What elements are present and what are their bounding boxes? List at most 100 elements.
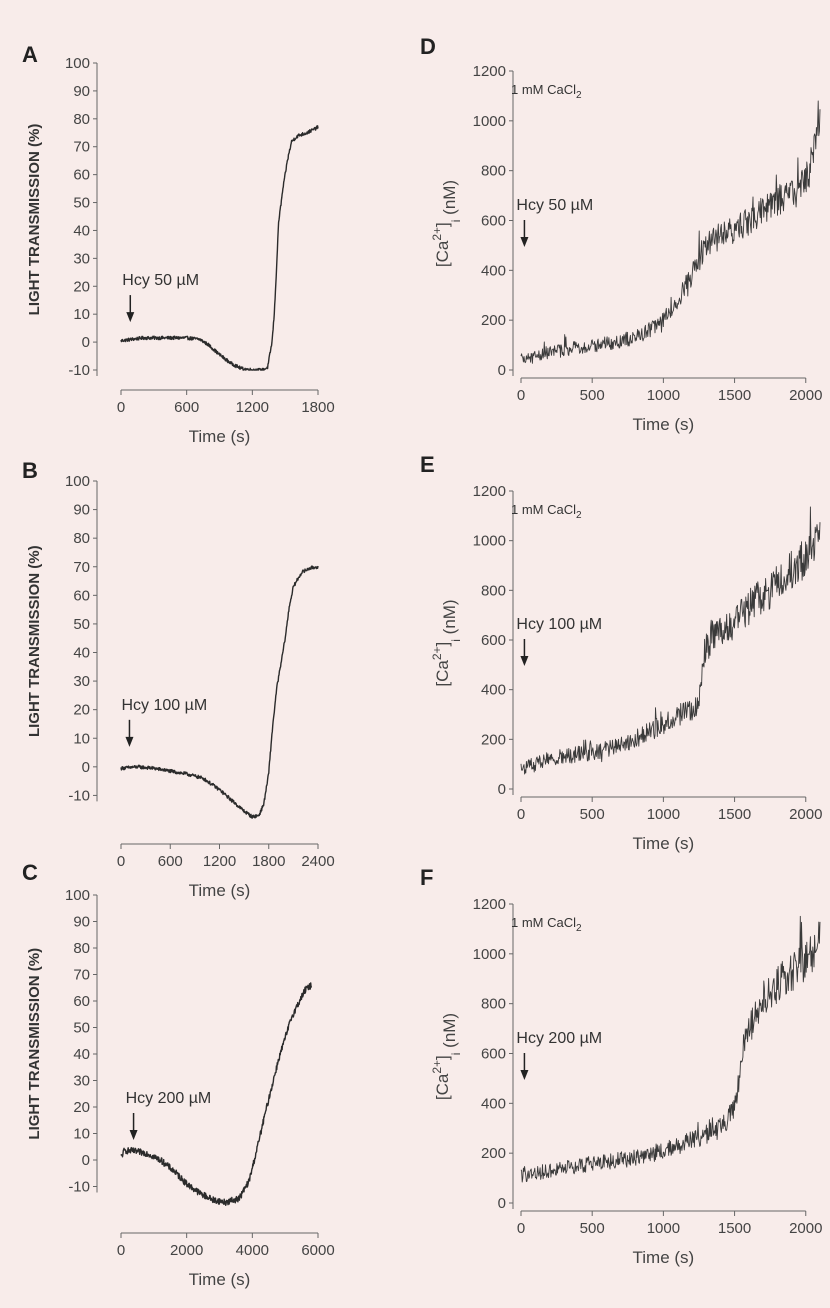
- y-tick-label: 1200: [473, 483, 506, 500]
- x-tick-label: 500: [580, 387, 605, 404]
- y-tick-label: 30: [73, 1073, 90, 1090]
- y-tick-label: 90: [73, 502, 90, 519]
- y-tick-label: 90: [73, 83, 90, 100]
- panel-letter: B: [22, 458, 38, 483]
- stimulus-arrow-icon: [129, 1130, 138, 1140]
- y-tick-label: 0: [498, 1195, 506, 1212]
- panel-letter: F: [420, 865, 433, 890]
- x-tick-label: 0: [517, 1220, 525, 1237]
- y-tick-label: 70: [73, 559, 90, 576]
- x-axis-label: Time (s): [189, 881, 251, 900]
- stimulus-label: Hcy 200 µM: [516, 1030, 602, 1047]
- x-tick-label: 1500: [718, 806, 751, 823]
- x-tick-label: 1000: [647, 806, 680, 823]
- y-axis-label: [Ca2+]i (nM): [430, 1013, 463, 1100]
- y-tick-label: 80: [73, 111, 90, 128]
- stimulus-label: Hcy 50 µM: [122, 272, 199, 289]
- calcium-label: 1 mM CaCl2: [511, 915, 582, 934]
- stimulus-arrow-icon: [126, 312, 135, 323]
- y-axis-label: LIGHT TRANSMISSION (%): [26, 545, 43, 737]
- y-axis-label: LIGHT TRANSMISSION (%): [26, 124, 43, 316]
- y-tick-label: 400: [481, 262, 506, 279]
- y-tick-label: 50: [73, 195, 90, 212]
- y-tick-label: 80: [73, 940, 90, 957]
- y-tick-label: 800: [481, 163, 506, 180]
- stimulus-arrow-icon: [520, 1070, 529, 1080]
- y-tick-label: 10: [73, 1126, 90, 1143]
- panel-f: F 0 200 400 600 800 1000 1200 0 500 1000 1500 2000 Ti…: [420, 865, 822, 1267]
- y-tick-label: 20: [73, 1099, 90, 1116]
- series-line: [120, 982, 313, 1206]
- y-tick-label: 400: [481, 682, 506, 699]
- x-tick-label: 1200: [203, 853, 236, 870]
- y-tick-label: -10: [68, 362, 90, 379]
- y-tick-label: 200: [481, 731, 506, 748]
- x-tick-label: 1800: [252, 853, 285, 870]
- y-tick-label: 1000: [473, 113, 506, 130]
- panel-c: C -10 0 10 20 30 40 50 60 70 80 90 100 0 2000 4000 6000 T…: [22, 860, 335, 1289]
- y-tick-label: 30: [73, 250, 90, 267]
- y-tick-label: 60: [73, 587, 90, 604]
- y-tick-label: 0: [82, 759, 90, 776]
- y-tick-label: 0: [82, 1152, 90, 1169]
- y-axis-label: LIGHT TRANSMISSION (%): [26, 948, 43, 1140]
- y-tick-label: 100: [65, 473, 90, 490]
- y-tick-label: 600: [481, 1046, 506, 1063]
- y-tick-label: 30: [73, 673, 90, 690]
- y-tick-label: -10: [68, 1179, 90, 1196]
- x-tick-label: 1000: [647, 387, 680, 404]
- y-tick-label: 50: [73, 616, 90, 633]
- series-line: [120, 565, 319, 819]
- y-tick-label: 20: [73, 278, 90, 295]
- y-tick-label: 200: [481, 312, 506, 329]
- x-tick-label: 1500: [718, 1220, 751, 1237]
- x-tick-label: 2000: [789, 387, 822, 404]
- y-axis-label: [Ca2+]i (nM): [430, 599, 463, 686]
- panel-letter: C: [22, 860, 38, 885]
- stimulus-arrow-icon: [125, 736, 134, 747]
- x-axis-label: Time (s): [189, 427, 251, 446]
- stimulus-label: Hcy 100 µM: [121, 697, 207, 714]
- x-tick-label: 0: [117, 853, 125, 870]
- y-tick-label: 90: [73, 914, 90, 931]
- y-tick-label: 70: [73, 139, 90, 156]
- calcium-label: 1 mM CaCl2: [511, 502, 582, 521]
- y-tick-label: 80: [73, 530, 90, 547]
- y-tick-label: 100: [65, 55, 90, 72]
- x-axis-label: Time (s): [189, 1270, 251, 1289]
- y-tick-label: 800: [481, 996, 506, 1013]
- y-tick-label: -10: [68, 787, 90, 804]
- x-tick-label: 600: [158, 853, 183, 870]
- panel-e: E 0 200 400 600 800 1000 1200 0 500 1000 1500 2000 Ti…: [420, 452, 822, 853]
- x-axis-label: Time (s): [633, 834, 695, 853]
- y-tick-label: 10: [73, 730, 90, 747]
- y-tick-label: 40: [73, 645, 90, 662]
- series-line: [520, 100, 821, 364]
- series-line: [520, 915, 821, 1183]
- stimulus-label: Hcy 50 µM: [516, 197, 593, 214]
- series-line: [120, 125, 319, 371]
- x-tick-label: 6000: [301, 1242, 334, 1259]
- panel-a: A -10 0 10 20 30 40 50 60 70 80 90 100 0 600 1200 1800 Ti…: [22, 42, 335, 446]
- y-tick-label: 100: [65, 887, 90, 904]
- x-tick-label: 2000: [789, 1220, 822, 1237]
- y-tick-label: 0: [498, 362, 506, 379]
- x-tick-label: 1000: [647, 1220, 680, 1237]
- y-tick-label: 400: [481, 1095, 506, 1112]
- y-tick-label: 50: [73, 1020, 90, 1037]
- x-tick-label: 600: [174, 399, 199, 416]
- y-tick-label: 600: [481, 213, 506, 230]
- y-tick-label: 40: [73, 1046, 90, 1063]
- y-tick-label: 40: [73, 222, 90, 239]
- y-tick-label: 1200: [473, 63, 506, 80]
- y-axis-label: [Ca2+]i (nM): [430, 180, 463, 267]
- series-line: [520, 506, 821, 775]
- y-tick-label: 60: [73, 993, 90, 1010]
- stimulus-label: Hcy 100 µM: [516, 616, 602, 633]
- stimulus-label: Hcy 200 µM: [126, 1090, 212, 1107]
- y-tick-label: 800: [481, 582, 506, 599]
- y-tick-label: 10: [73, 306, 90, 323]
- y-tick-label: 1200: [473, 896, 506, 913]
